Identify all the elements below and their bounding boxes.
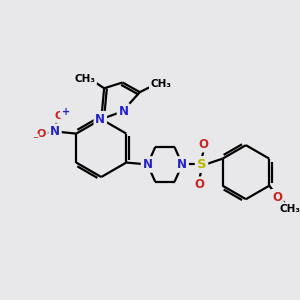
Text: +: + [61,107,70,117]
Text: CH₃: CH₃ [280,204,300,214]
Text: N: N [118,105,128,118]
Text: N: N [177,158,187,171]
Text: O: O [272,191,282,204]
Text: CH₃: CH₃ [151,80,172,89]
Text: ⁻: ⁻ [32,135,38,146]
Text: CH₃: CH₃ [74,74,95,84]
Text: O: O [37,129,46,139]
Text: N: N [95,112,105,126]
Text: O: O [195,178,205,191]
Text: N: N [50,125,60,138]
Text: N: N [142,158,152,171]
Text: O: O [199,138,208,151]
Text: O: O [54,111,64,121]
Text: S: S [197,158,206,171]
